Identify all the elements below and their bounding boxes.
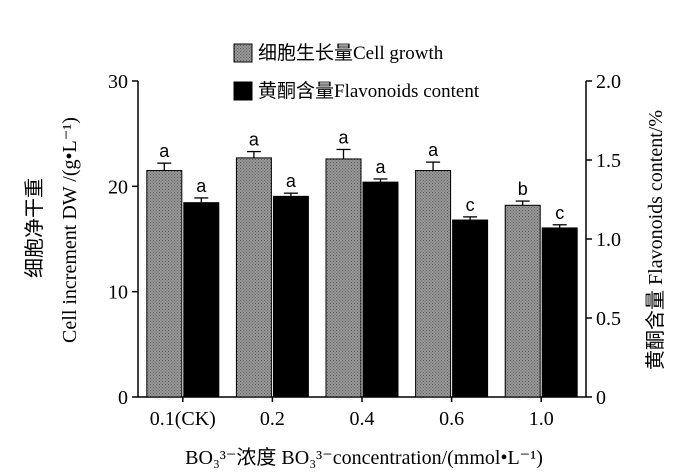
x-tick-label: 0.1(CK)	[150, 408, 216, 430]
bars: a a a a a a a c b c	[146, 127, 578, 398]
significance-label: a	[159, 141, 170, 161]
significance-label: c	[466, 195, 475, 215]
significance-label: a	[249, 130, 260, 150]
x-tick-label: 0.4	[350, 408, 375, 430]
y-left-label-cn: 细胞净干重	[23, 178, 46, 278]
x-tick-label: 0.6	[439, 408, 464, 430]
significance-label: c	[555, 203, 564, 223]
left-tick-label: 10	[108, 282, 128, 304]
bar-flavonoids	[362, 181, 399, 398]
bar-cell-growth	[146, 170, 183, 398]
bar-cell-growth	[504, 204, 541, 398]
bar-flavonoids	[183, 202, 220, 398]
x-axis-ticks: 0.1(CK) 0.2 0.4 0.6 1.0	[150, 397, 554, 430]
bar-cell-growth	[235, 157, 272, 398]
bar-flavonoids	[452, 219, 489, 398]
x-axis-label: BO₃³⁻浓度 BO₃³⁻concentration/(mmol•L⁻¹)	[185, 446, 543, 469]
bar-cell-growth	[415, 170, 452, 398]
right-axis-ticks: 0 0.5 1.0 1.5 2.0	[586, 71, 621, 409]
legend-swatch-cell-growth	[233, 43, 253, 63]
legend-label-cell-growth: 细胞生长量Cell growth	[258, 42, 444, 64]
significance-label: a	[428, 140, 439, 160]
bar-flavonoids	[272, 195, 309, 398]
x-tick-label: 1.0	[529, 408, 554, 430]
left-tick-label: 0	[118, 387, 128, 409]
left-tick-label: 30	[108, 71, 128, 93]
bar-flavonoids	[541, 227, 578, 398]
legend-swatch-flavonoids	[233, 81, 253, 101]
legend-item-cell-growth: 细胞生长量Cell growth	[233, 42, 444, 64]
right-tick-label: 1.0	[596, 229, 621, 251]
significance-label: a	[338, 127, 349, 147]
y-left-label: Cell increment DW /(g•L⁻¹)	[59, 117, 81, 343]
left-axis-ticks: 0 10 20 30	[108, 71, 138, 409]
right-tick-label: 1.5	[596, 150, 621, 172]
left-tick-label: 20	[108, 176, 128, 198]
legend-item-flavonoids: 黄酮含量Flavonoids content	[233, 80, 480, 102]
significance-label: a	[196, 176, 207, 196]
right-tick-label: 0.5	[596, 308, 621, 330]
legend: 细胞生长量Cell growth 黄酮含量Flavonoids content	[233, 42, 480, 102]
bar-cell-growth	[325, 158, 362, 398]
x-tick-label: 0.2	[260, 408, 285, 430]
significance-label: b	[518, 179, 528, 199]
right-tick-label: 2.0	[596, 71, 621, 93]
significance-label: a	[286, 171, 297, 191]
legend-label-flavonoids: 黄酮含量Flavonoids content	[258, 80, 480, 102]
significance-label: a	[375, 157, 386, 177]
y-right-label: 黄酮含量 Flavonoids content/%	[644, 110, 667, 370]
right-tick-label: 0	[596, 387, 606, 409]
